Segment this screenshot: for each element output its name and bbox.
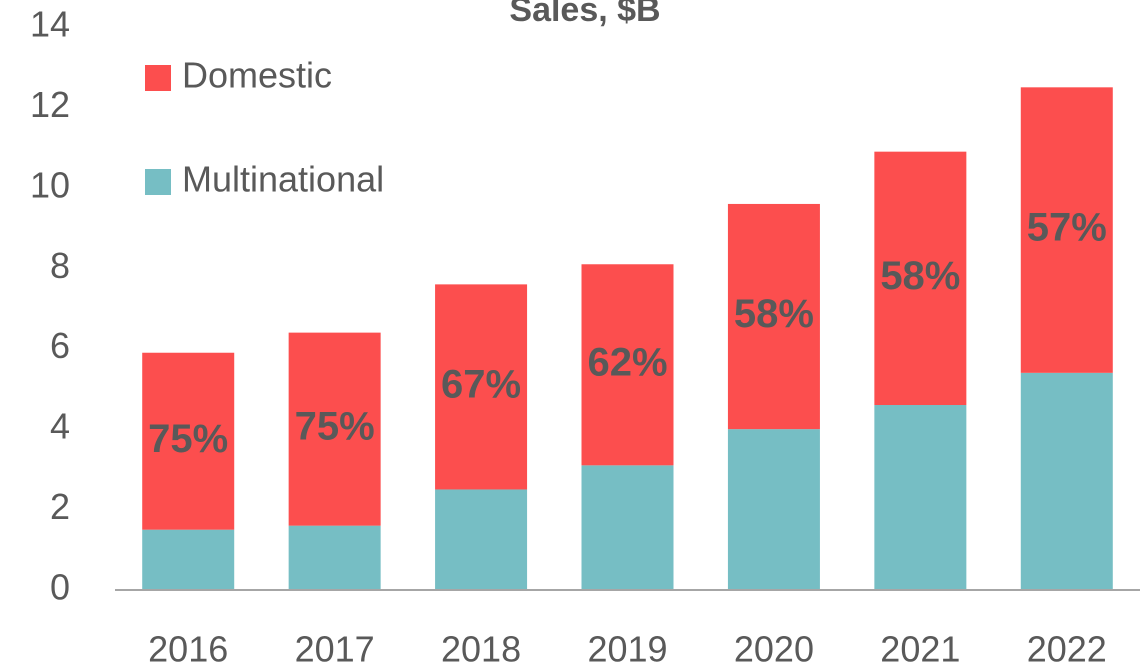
y-tick-label: 12: [30, 84, 70, 125]
x-tick-label: 2022: [1027, 629, 1107, 670]
legend-label: Domestic: [182, 55, 332, 96]
bar-segment: [142, 352, 235, 530]
share-label: 67%: [441, 362, 521, 406]
y-tick-label: 2: [50, 486, 70, 527]
share-label: 58%: [880, 254, 960, 298]
y-tick-label: 0: [50, 567, 70, 608]
bar-segment: [435, 284, 528, 490]
x-tick-label: 2020: [734, 629, 814, 670]
legend-swatch: [145, 65, 171, 91]
share-label: 62%: [587, 340, 667, 384]
legend-swatch: [145, 169, 171, 195]
bar-segment: [581, 264, 674, 466]
bar-segment: [1020, 87, 1113, 373]
y-tick-label: 14: [30, 4, 70, 45]
share-label: 58%: [734, 292, 814, 336]
x-tick-label: 2021: [880, 629, 960, 670]
bar-segment: [874, 151, 967, 406]
bar-segment: [288, 332, 381, 526]
x-tick-label: 2018: [441, 629, 521, 670]
legend-label: Multinational: [182, 159, 384, 200]
bar-segment: [142, 529, 235, 590]
y-tick-label: 10: [30, 164, 70, 205]
share-label: 57%: [1027, 206, 1107, 250]
bar-segment: [288, 525, 381, 590]
bar-segment: [581, 465, 674, 590]
bar-segment: [727, 203, 820, 430]
y-tick-label: 8: [50, 245, 70, 286]
share-label: 75%: [295, 405, 375, 449]
bar-segment: [727, 429, 820, 590]
y-tick-label: 6: [50, 325, 70, 366]
x-tick-label: 2017: [295, 629, 375, 670]
share-label: 75%: [148, 417, 228, 461]
bar-segment: [435, 489, 528, 590]
bar-segment: [874, 405, 967, 590]
y-tick-label: 4: [50, 406, 70, 447]
chart-title: Sales, $B: [509, 0, 660, 29]
bar-segment: [1020, 372, 1113, 590]
x-tick-label: 2016: [148, 629, 228, 670]
x-tick-label: 2019: [587, 629, 667, 670]
